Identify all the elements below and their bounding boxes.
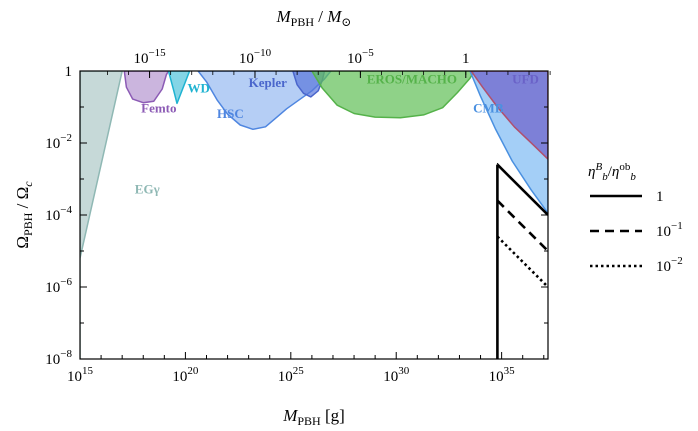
legend: ηBb/ηobb 1 10−1 10−2 (588, 161, 683, 275)
legend-label-solid: 1 (656, 189, 664, 205)
x-tick-label: 1020 (172, 365, 199, 385)
region-eros-macho (311, 71, 475, 119)
region-label-eg: EGγ (135, 181, 160, 196)
region-label-hsc: HSC (217, 106, 244, 121)
region-eg (80, 71, 123, 359)
region-label-femto: Femto (141, 100, 176, 115)
constraint-labels: EGγ Femto WD HSC Kepler EROS/MACHO CMB UFD (135, 72, 539, 197)
y-tick-label: 10−4 (45, 204, 72, 224)
region-wd (167, 71, 191, 105)
region-label-kepler: Kepler (249, 75, 287, 90)
top-tick-label: 10−5 (347, 47, 374, 67)
region-label-wd: WD (188, 81, 210, 96)
y-tick-label: 1 (65, 64, 73, 80)
legend-label-dotted: 10−2 (656, 255, 683, 275)
constraint-regions (80, 71, 548, 359)
region-ufd (470, 71, 548, 160)
x-tick-label: 1025 (278, 365, 305, 385)
abundance-lines (496, 162, 548, 359)
y-axis-label: ΩPBH / Ωc (13, 181, 35, 249)
line-dashed (496, 199, 548, 252)
x-tick-label: 1030 (383, 365, 410, 385)
top-tick-label: 1 (462, 51, 470, 67)
top-tick-label: 10−10 (239, 47, 272, 67)
top-axis-label: MPBH / M⊙ (276, 7, 352, 29)
region-label-ufd: UFD (512, 72, 539, 87)
y-tick-label: 10−2 (45, 132, 72, 152)
y-tick-label: 10−8 (45, 348, 72, 368)
x-tick-label: 1015 (67, 365, 94, 385)
boundary-cap (496, 162, 499, 166)
region-femto (123, 71, 170, 104)
x-axis-ticks: 1015 1020 1025 1030 1035 (67, 352, 545, 385)
region-label-eros-macho: EROS/MACHO (367, 72, 457, 87)
line-solid (496, 163, 548, 216)
x-tick-label: 1035 (489, 365, 515, 385)
y-tick-label: 10−6 (45, 276, 72, 296)
top-tick-label: 10−15 (133, 47, 166, 67)
y-axis-ticks: 1 10−2 10−4 10−6 10−8 (45, 64, 548, 368)
top-axis-ticks: 10−15 10−10 10−5 1 (107, 47, 551, 78)
x-axis-label: MPBH [g] (282, 406, 345, 428)
region-label-cmb: CMB (473, 100, 504, 115)
legend-title: ηBb/ηobb (588, 161, 636, 183)
legend-label-dashed: 10−1 (656, 220, 683, 240)
line-dotted (496, 235, 548, 288)
